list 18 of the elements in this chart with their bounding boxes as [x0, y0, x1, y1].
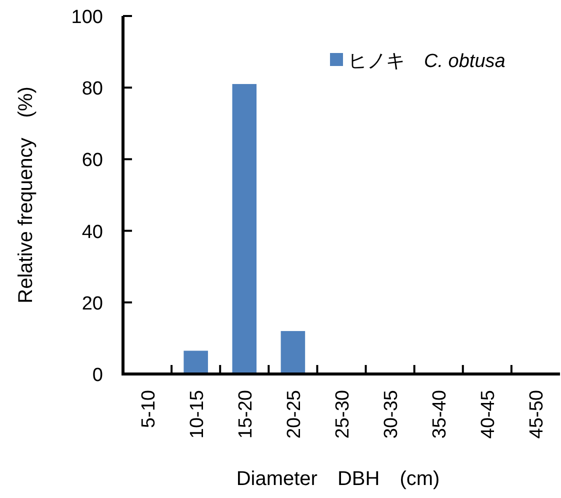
y-tick-label: 80	[82, 78, 103, 100]
x-tick-label: 10-15	[186, 390, 208, 439]
y-tick-label: 40	[82, 222, 103, 243]
x-tick-label: 35-40	[430, 390, 451, 439]
x-axis-title: Diameter DBH (cm)	[236, 468, 440, 490]
x-tick-label: 25-30	[332, 390, 354, 439]
y-tick-label: 100	[71, 7, 103, 28]
y-tick-label: 0	[92, 365, 103, 386]
x-tick-label: 20-25	[284, 390, 305, 439]
y-tick-label: 60	[82, 150, 103, 172]
x-tick-label: 40-45	[478, 390, 500, 439]
x-tick-label: 30-35	[381, 390, 402, 439]
y-tick-label: 20	[82, 293, 103, 314]
x-tick-label: 15-20	[235, 390, 256, 439]
x-tick-label: 5-10	[138, 390, 160, 428]
x-tick-label: 45-50	[526, 390, 548, 439]
legend-label: ヒノキ C. obtusa	[348, 51, 506, 72]
y-axis-title: Relative frequency (%)	[15, 86, 37, 304]
